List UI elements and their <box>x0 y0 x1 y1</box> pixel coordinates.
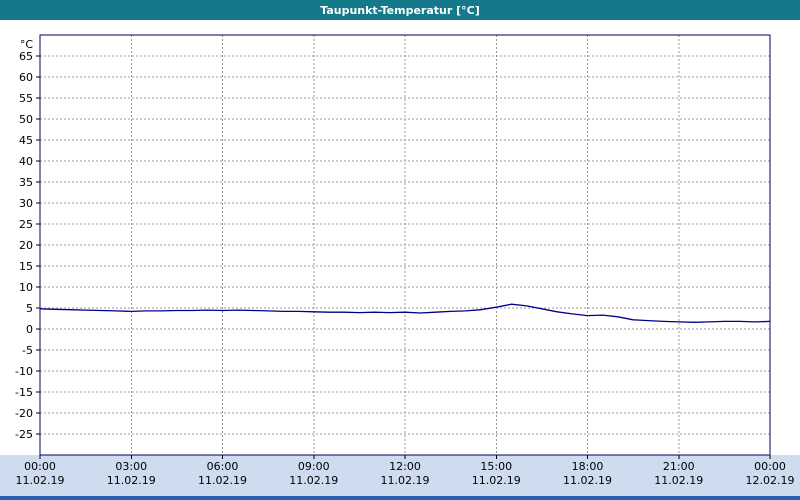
svg-text:18:00: 18:00 <box>572 460 604 473</box>
svg-text:20: 20 <box>19 239 33 252</box>
svg-text:11.02.19: 11.02.19 <box>16 474 65 487</box>
svg-text:40: 40 <box>19 155 33 168</box>
svg-text:°C: °C <box>20 38 34 51</box>
svg-text:11.02.19: 11.02.19 <box>563 474 612 487</box>
svg-text:00:00: 00:00 <box>24 460 56 473</box>
svg-text:30: 30 <box>19 197 33 210</box>
svg-text:35: 35 <box>19 176 33 189</box>
svg-text:45: 45 <box>19 134 33 147</box>
chart-svg: 65605550454035302520151050-5-10-15-20-25… <box>0 20 800 500</box>
svg-text:-5: -5 <box>22 344 33 357</box>
title-bar[interactable]: Taupunkt-Temperatur [°C] <box>0 0 800 20</box>
svg-text:-10: -10 <box>15 365 33 378</box>
svg-text:15:00: 15:00 <box>480 460 512 473</box>
svg-text:15: 15 <box>19 260 33 273</box>
svg-text:11.02.19: 11.02.19 <box>472 474 521 487</box>
svg-text:03:00: 03:00 <box>115 460 147 473</box>
svg-text:-25: -25 <box>15 428 33 441</box>
chart-title: Taupunkt-Temperatur [°C] <box>320 3 480 17</box>
svg-text:09:00: 09:00 <box>298 460 330 473</box>
svg-text:5: 5 <box>26 302 33 315</box>
svg-text:50: 50 <box>19 113 33 126</box>
svg-text:-15: -15 <box>15 386 33 399</box>
svg-text:65: 65 <box>19 50 33 63</box>
svg-text:00:00: 00:00 <box>754 460 786 473</box>
svg-text:11.02.19: 11.02.19 <box>289 474 338 487</box>
svg-text:-20: -20 <box>15 407 33 420</box>
svg-text:06:00: 06:00 <box>207 460 239 473</box>
svg-text:60: 60 <box>19 71 33 84</box>
svg-text:12:00: 12:00 <box>389 460 421 473</box>
svg-text:11.02.19: 11.02.19 <box>198 474 247 487</box>
svg-text:11.02.19: 11.02.19 <box>107 474 156 487</box>
svg-text:0: 0 <box>26 323 33 336</box>
svg-text:25: 25 <box>19 218 33 231</box>
svg-text:12.02.19: 12.02.19 <box>746 474 795 487</box>
svg-text:55: 55 <box>19 92 33 105</box>
svg-text:21:00: 21:00 <box>663 460 695 473</box>
svg-text:11.02.19: 11.02.19 <box>654 474 703 487</box>
svg-text:11.02.19: 11.02.19 <box>381 474 430 487</box>
svg-text:10: 10 <box>19 281 33 294</box>
